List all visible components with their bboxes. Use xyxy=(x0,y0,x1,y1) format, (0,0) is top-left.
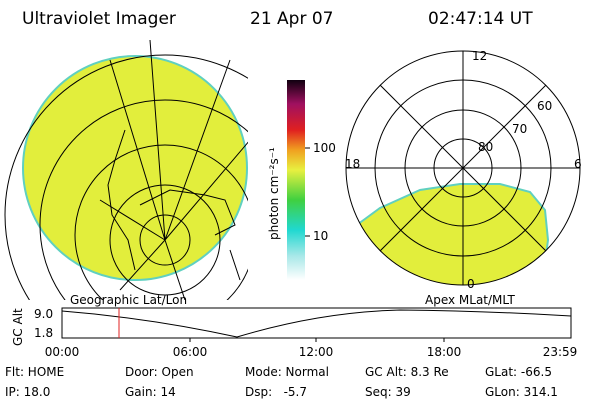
mlt-label: 6 xyxy=(574,157,582,171)
title: Ultraviolet Imager xyxy=(22,9,176,29)
footer: Flt: HOME Door: Open Mode: Normal GC Alt: 8… xyxy=(5,365,558,399)
status-field: GC Alt: 8.3 Re xyxy=(365,365,449,379)
timeline-axis-label: GC Alt xyxy=(11,308,25,346)
status-field: Dsp: -5.7 xyxy=(245,385,307,399)
left-label: Geographic Lat/Lon xyxy=(70,293,187,307)
status-field: Mode: Normal xyxy=(245,365,329,379)
right-label: Apex MLat/MLT xyxy=(425,293,515,307)
status-field: Seq: 39 xyxy=(365,385,411,399)
mlat-label: 60 xyxy=(537,99,552,113)
date: 21 Apr 07 xyxy=(250,9,333,29)
status-field: GLon: 314.1 xyxy=(485,385,558,399)
status-field: Gain: 14 xyxy=(125,385,176,399)
status-field: GLat: -66.5 xyxy=(485,365,552,379)
mlt-label: 12 xyxy=(472,49,487,63)
x-label: 18:00 xyxy=(427,345,462,359)
colorbar-tick: 100 xyxy=(313,141,336,155)
status-field: Flt: HOME xyxy=(5,365,64,379)
x-label: 23:59 xyxy=(543,345,578,359)
mlat-label: 70 xyxy=(512,122,527,136)
colorbar-unit: photon cm⁻²s⁻¹ xyxy=(267,147,281,240)
status-field: Door: Open xyxy=(125,365,194,379)
mlat-label: 80 xyxy=(478,140,493,154)
timeline xyxy=(61,307,572,342)
mlt-label: 0 xyxy=(467,277,475,291)
y-label: 9.0 xyxy=(34,307,53,321)
time: 02:47:14 UT xyxy=(428,9,533,29)
x-label: 06:00 xyxy=(173,345,208,359)
earth-image xyxy=(4,40,248,300)
mlt-label: 18 xyxy=(345,157,360,171)
polar-plot: 12 6 0 18 60 70 80 xyxy=(345,49,582,291)
x-label: 00:00 xyxy=(45,345,80,359)
colorbar-tick: 10 xyxy=(313,229,328,243)
x-label: 12:00 xyxy=(299,345,334,359)
y-label: 1.8 xyxy=(34,326,53,340)
colorbar xyxy=(287,80,305,280)
status-field: IP: 18.0 xyxy=(5,385,50,399)
